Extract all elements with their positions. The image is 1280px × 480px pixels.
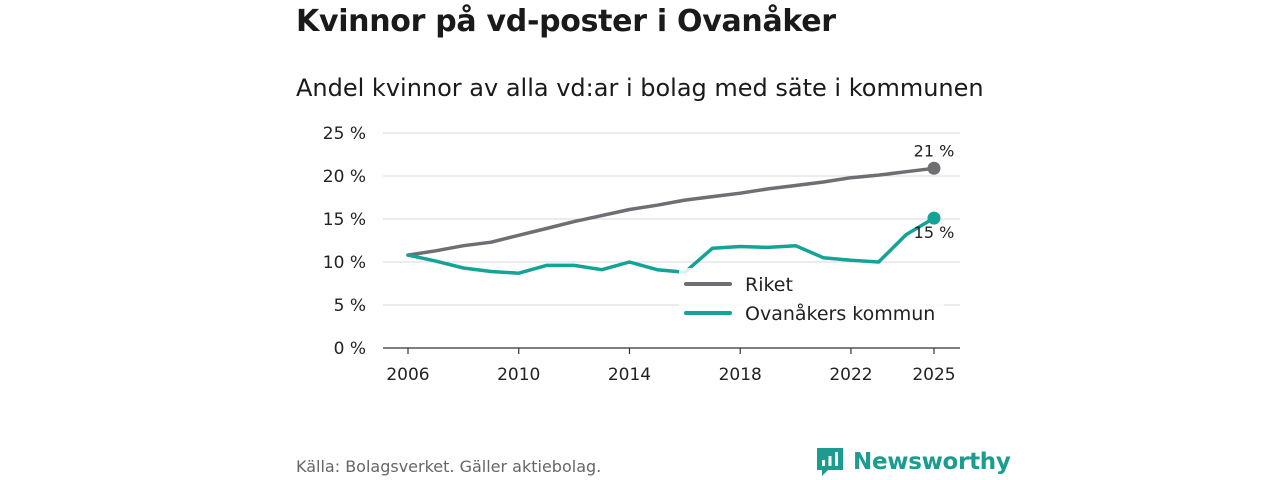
brand-logo: Newsworthy xyxy=(815,446,1011,478)
chart-subtitle: Andel kvinnor av alla vd:ar i bolag med … xyxy=(296,74,984,102)
series-end-point-1 xyxy=(927,161,941,175)
series-end-label-2: 15 % xyxy=(914,223,955,242)
series-end-label-1: 21 % xyxy=(914,141,955,160)
y-tick-label: 25 % xyxy=(323,124,366,144)
x-tick-label: 2014 xyxy=(608,365,651,385)
series-line-2 xyxy=(406,216,936,275)
chart-title: Kvinnor på vd-poster i Ovanåker xyxy=(296,4,836,39)
x-tick-label: 2006 xyxy=(386,365,429,385)
line-chart: 0 % 5 % 10 % 15 % 20 % 25 % 2006 2010 2014 2018 20… xyxy=(323,124,960,385)
y-tick-label: 0 % xyxy=(334,339,366,359)
legend-background xyxy=(679,268,944,328)
x-tick-label: 2010 xyxy=(497,365,540,385)
x-tick-label: 2025 xyxy=(912,365,955,385)
brand-name: Newsworthy xyxy=(853,449,1011,475)
y-tick-label: 20 % xyxy=(323,167,366,187)
legend-label-1: Riket xyxy=(745,274,793,296)
series-end-point-2 xyxy=(927,211,941,225)
y-tick-label: 5 % xyxy=(334,296,366,316)
bar-chart-speech-bubble-icon xyxy=(817,448,843,476)
x-tick-label: 2018 xyxy=(719,365,762,385)
y-tick-label: 15 % xyxy=(323,210,366,230)
series-line-1 xyxy=(406,166,936,257)
source-note: Källa: Bolagsverket. Gäller aktiebolag. xyxy=(296,457,602,476)
y-tick-label: 10 % xyxy=(323,253,366,273)
legend-label-2: Ovanåkers kommun xyxy=(745,302,935,325)
x-tick-label: 2022 xyxy=(829,365,872,385)
